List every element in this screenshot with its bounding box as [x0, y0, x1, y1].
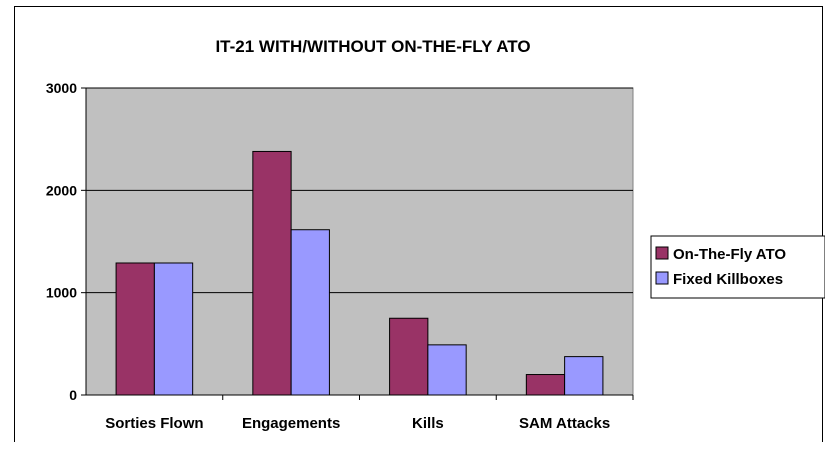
y-tick-labels: 0 1000 2000 3000 [46, 80, 77, 403]
legend-label: On-The-Fly ATO [673, 246, 786, 263]
bar-on-the-fly-ato [253, 151, 291, 395]
y-tick-label: 1000 [46, 285, 77, 301]
chart-title: IT-21 WITH/WITHOUT ON-THE-FLY ATO [215, 37, 530, 56]
legend-swatch [656, 247, 668, 259]
y-tick-label: 0 [69, 387, 77, 403]
y-tick-label: 3000 [46, 80, 77, 96]
y-tick-label: 2000 [46, 182, 77, 198]
bar-fixed-killboxes [428, 345, 466, 395]
bar-on-the-fly-ato [116, 263, 154, 395]
bar-on-the-fly-ato [526, 375, 564, 395]
legend-swatch [656, 272, 668, 284]
category-label: Sorties Flown [105, 415, 203, 432]
category-labels: Sorties Flown Engagements Kills SAM Attacks [105, 415, 610, 432]
category-label: Kills [412, 415, 444, 432]
bar-on-the-fly-ato [390, 318, 428, 395]
category-label: SAM Attacks [519, 415, 610, 432]
bar-fixed-killboxes [154, 263, 192, 395]
bar-fixed-killboxes [291, 230, 329, 395]
legend-label: Fixed Killboxes [673, 271, 783, 288]
bar-fixed-killboxes [565, 357, 603, 395]
legend: On-The-Fly ATO Fixed Killboxes [651, 236, 825, 298]
category-label: Engagements [242, 415, 340, 432]
